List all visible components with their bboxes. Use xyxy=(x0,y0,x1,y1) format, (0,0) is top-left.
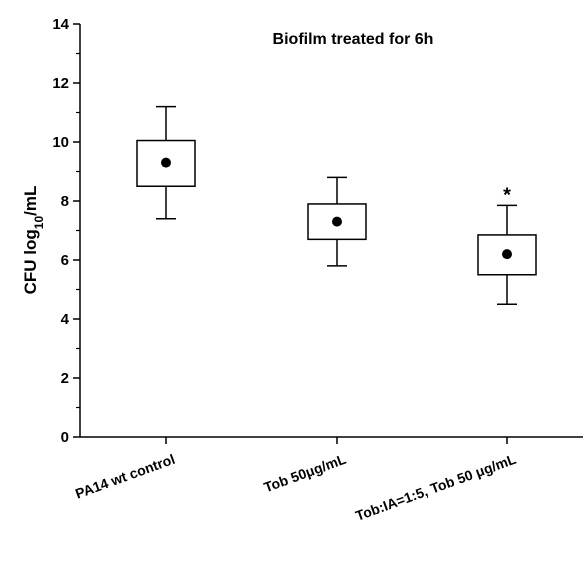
x-category-label: PA14 wt control xyxy=(73,451,177,502)
box-group xyxy=(307,176,367,267)
y-axis-label-prefix: CFU log xyxy=(21,229,40,294)
y-tick-label: 8 xyxy=(61,193,69,210)
y-tick-label: 14 xyxy=(52,16,69,33)
x-ticks-layer xyxy=(165,437,508,444)
box-group xyxy=(136,105,196,220)
significance-annotation: * xyxy=(503,184,511,206)
chart-title: Biofilm treated for 6h xyxy=(273,31,434,48)
y-tick-label: 0 xyxy=(61,429,69,446)
y-tick-label: 10 xyxy=(52,134,69,151)
y-ticks-layer: 0 2 4 6 8 10 12 14 xyxy=(52,16,80,446)
y-tick-label: 6 xyxy=(61,252,69,269)
y-tick-label: 2 xyxy=(61,370,69,387)
y-tick-label: 4 xyxy=(61,311,70,328)
y-axis-label-suffix: /mL xyxy=(21,186,40,216)
x-category-label: Tob:IA=1:5, Tob 50 μg/mL xyxy=(353,451,518,524)
mean-marker xyxy=(161,157,171,168)
mean-marker xyxy=(502,249,512,260)
x-category-label: Tob 50μg/mL xyxy=(262,451,349,496)
box-group: * xyxy=(477,184,537,305)
mean-marker xyxy=(332,216,342,227)
y-axis-label: CFU log10/mL xyxy=(21,186,46,295)
boxes-layer: * xyxy=(136,105,537,305)
y-axis-label-subscript: 10 xyxy=(32,216,46,230)
category-labels-layer: PA14 wt control Tob 50μg/mL Tob:IA=1:5, To… xyxy=(73,451,518,524)
y-tick-label: 12 xyxy=(52,75,69,92)
